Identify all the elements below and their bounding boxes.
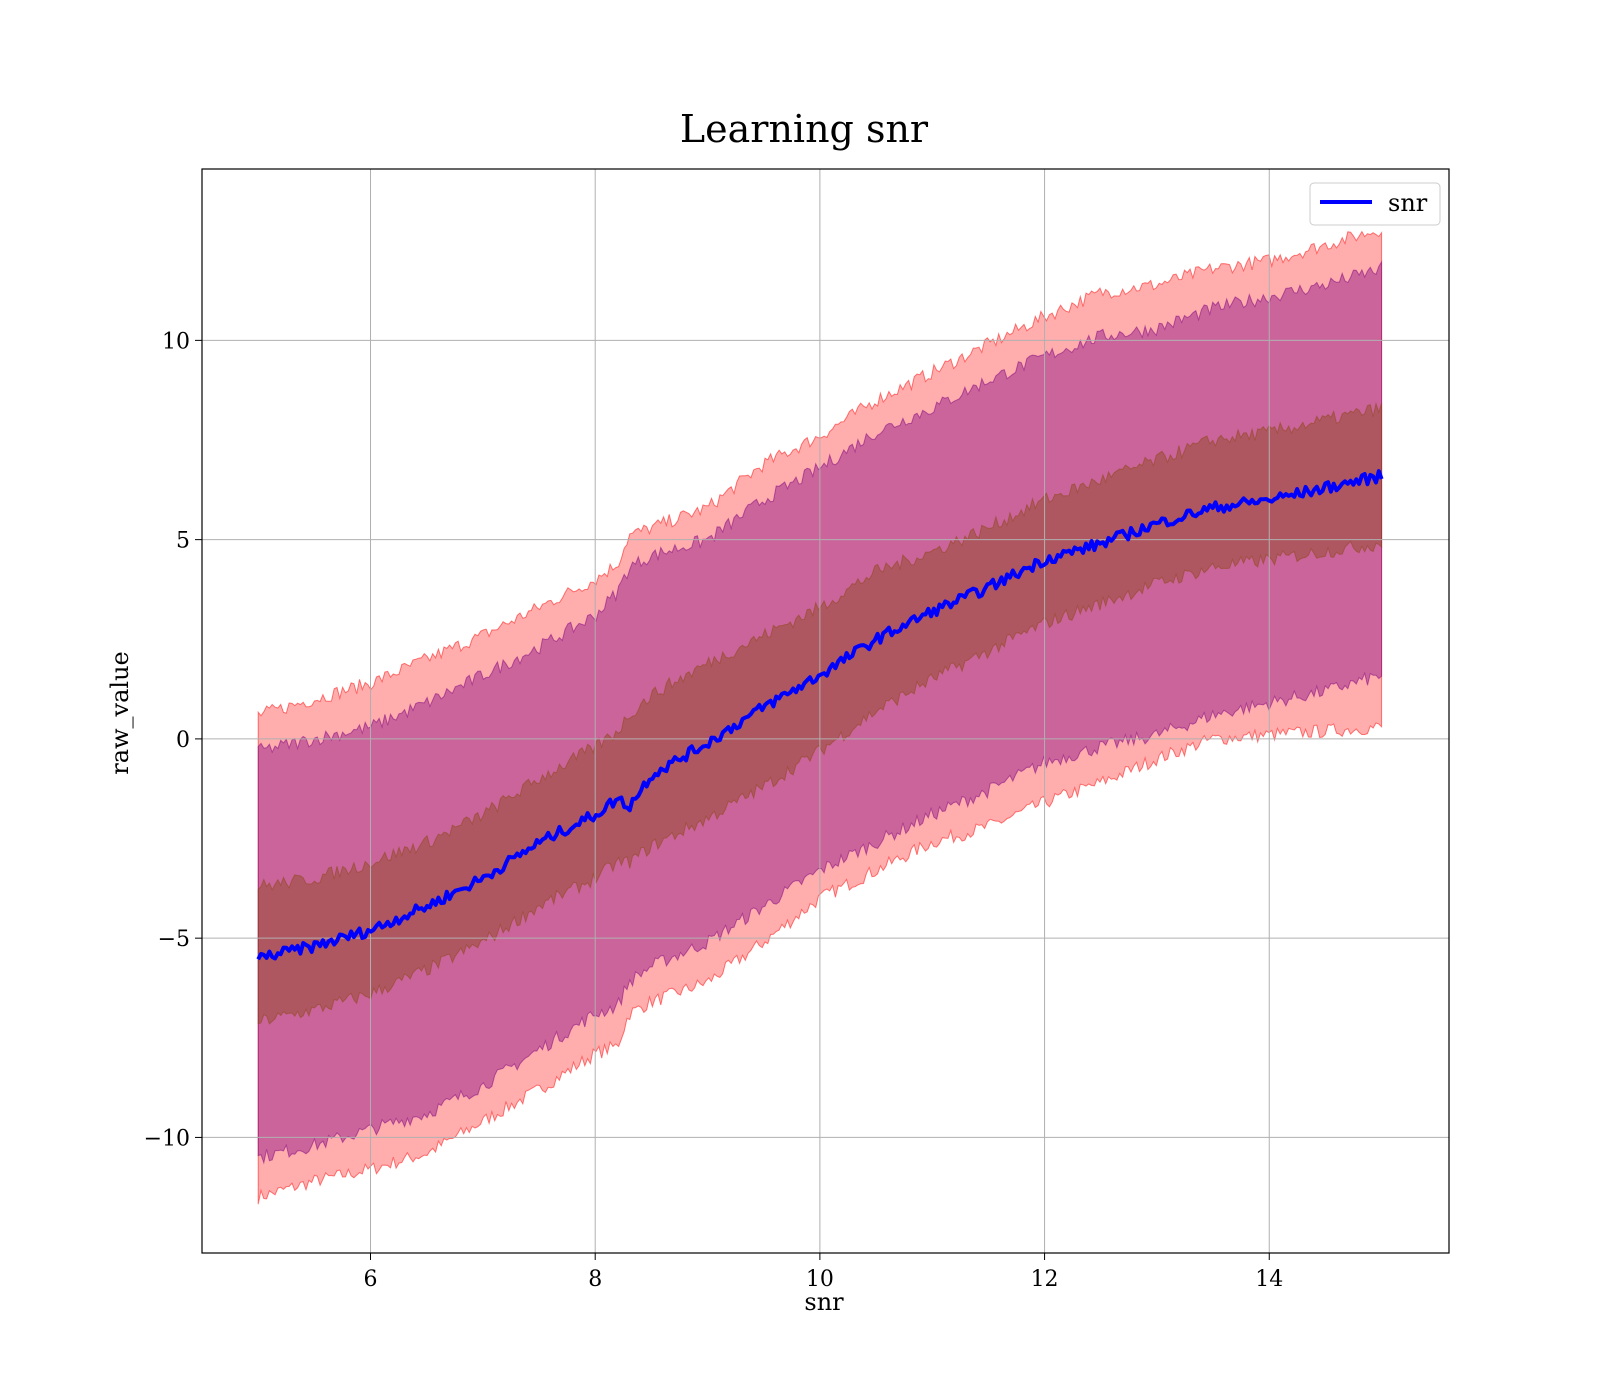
x-axis-label: snr — [804, 1288, 844, 1316]
plot-area: 6 8 10 12 14 −10 −5 0 5 10 snr — [144, 168, 1450, 1292]
y-tick-label: 0 — [176, 728, 190, 753]
y-tick-label: 10 — [162, 329, 190, 354]
x-tick-label: 6 — [364, 1267, 378, 1292]
y-tick-label: 5 — [176, 529, 190, 554]
chart-title: Learning snr — [680, 107, 929, 151]
legend-box — [1309, 182, 1441, 226]
x-tick-label: 12 — [1031, 1267, 1059, 1292]
plot-background — [202, 169, 1449, 1253]
axes-frame — [201, 168, 1450, 1254]
x-tick-label: 10 — [806, 1267, 834, 1292]
legend-label-snr: snr — [1388, 189, 1428, 217]
y-axis-label: raw_value — [106, 651, 134, 775]
legend: snr — [1309, 182, 1441, 226]
y-tick-label: −10 — [144, 1126, 190, 1151]
x-tick-label: 8 — [588, 1267, 602, 1292]
x-tick-label: 14 — [1255, 1267, 1283, 1292]
y-tick-label: −5 — [158, 927, 190, 952]
series-line-snr — [256, 469, 1384, 961]
